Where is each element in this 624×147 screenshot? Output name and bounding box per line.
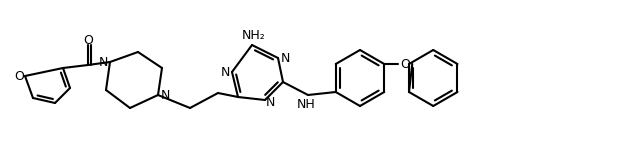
- Text: N: N: [280, 51, 290, 65]
- Text: NH₂: NH₂: [242, 29, 266, 41]
- Text: O: O: [14, 70, 24, 82]
- Text: N: N: [265, 96, 275, 110]
- Text: NH: NH: [296, 98, 315, 112]
- Text: O: O: [83, 34, 93, 46]
- Text: N: N: [220, 66, 230, 78]
- Text: N: N: [99, 56, 108, 69]
- Text: O: O: [401, 57, 410, 71]
- Text: N: N: [160, 88, 170, 101]
